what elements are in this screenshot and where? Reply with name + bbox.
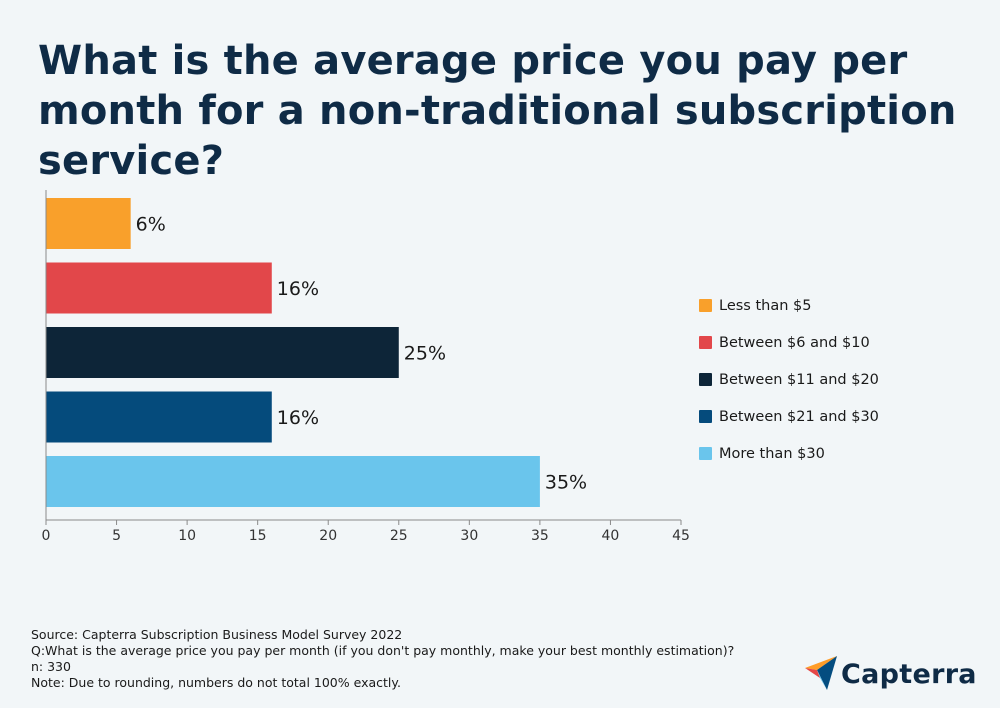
x-tick-label: 35	[531, 528, 549, 544]
x-axis: 0 5 10 15 20 25 30 35 40 45	[42, 190, 690, 544]
legend-swatch	[699, 299, 712, 312]
bars-group: 6% 16% 25% 16% 35%	[46, 198, 587, 507]
legend-item: Between $11 and $20	[699, 361, 879, 398]
sample-size-note: n: 330	[31, 659, 71, 674]
bar-value-label: 25%	[404, 343, 446, 365]
bar-4	[46, 391, 272, 443]
capterra-logo: Capterra	[805, 656, 977, 692]
x-tick-label: 20	[319, 528, 337, 544]
x-tick-label: 10	[178, 528, 196, 544]
legend-label: Between $11 and $20	[719, 371, 879, 388]
bar-5	[46, 456, 540, 507]
bar-value-label: 16%	[277, 407, 319, 429]
question-note: Q:What is the average price you pay per …	[31, 643, 735, 658]
capterra-wordmark: Capterra	[841, 658, 977, 690]
rounding-note: Note: Due to rounding, numbers do not to…	[31, 675, 401, 690]
legend-label: Less than $5	[719, 297, 812, 314]
x-tick-label: 30	[460, 528, 478, 544]
legend-item: Less than $5	[699, 287, 879, 324]
bar-2	[46, 262, 272, 314]
chart-legend: Less than $5 Between $6 and $10 Between $1…	[699, 287, 879, 472]
chart-footer: Source: Capterra Subscription Business M…	[31, 627, 734, 691]
bar-3	[46, 327, 399, 378]
legend-label: More than $30	[719, 445, 825, 462]
x-tick-label: 15	[249, 528, 267, 544]
source-note: Source: Capterra Subscription Business M…	[31, 627, 403, 642]
bar-value-label: 16%	[277, 278, 319, 300]
bar-value-label: 6%	[136, 214, 166, 236]
x-tick-label: 5	[112, 528, 121, 544]
x-tick-label: 40	[602, 528, 620, 544]
bar-value-label: 35%	[545, 472, 587, 494]
legend-item: Between $6 and $10	[699, 324, 879, 361]
legend-swatch	[699, 373, 712, 386]
x-tick-label: 45	[672, 528, 690, 544]
chart-title: What is the average price you pay per mo…	[38, 38, 957, 184]
x-tick-label: 25	[390, 528, 408, 544]
legend-swatch	[699, 336, 712, 349]
x-tick-label: 0	[42, 528, 51, 544]
bar-1	[46, 198, 131, 249]
legend-swatch	[699, 447, 712, 460]
bar-chart: 6% 16% 25% 16% 35% 0 5 10 15 20 25 30 35 40 45	[42, 190, 690, 544]
legend-item: More than $30	[699, 435, 879, 472]
legend-item: Between $21 and $30	[699, 398, 879, 435]
legend-swatch	[699, 410, 712, 423]
legend-label: Between $6 and $10	[719, 334, 870, 351]
legend-label: Between $21 and $30	[719, 408, 879, 425]
capterra-arrow-icon	[805, 656, 837, 690]
